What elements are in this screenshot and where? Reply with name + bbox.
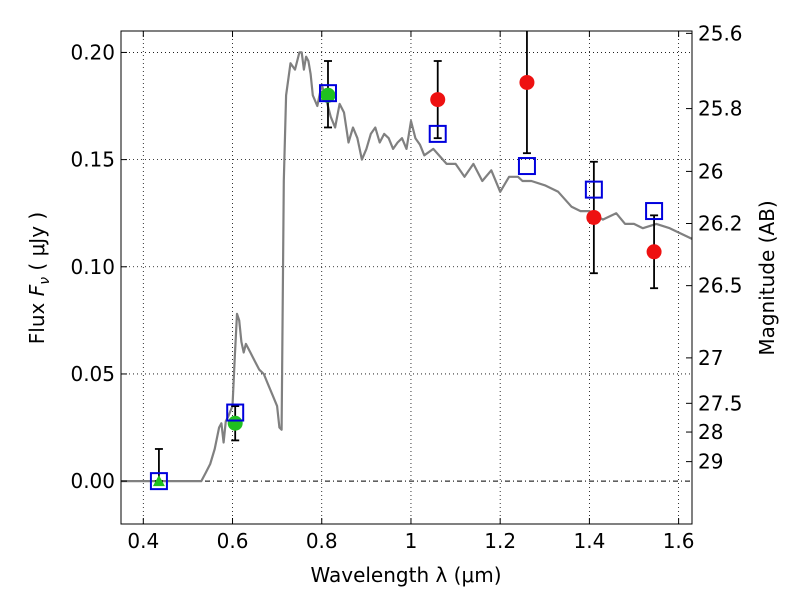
right-axis-label: Magnitude (AB): [755, 200, 779, 355]
data-point: [519, 74, 535, 90]
y-tick-label: 0.15: [70, 148, 115, 172]
y-axis-label-subscript: ν: [37, 277, 53, 285]
data-point: [320, 87, 336, 103]
y-tick-label: 0.20: [70, 40, 115, 64]
y-axis-label-unit: ( μJy ): [25, 212, 49, 277]
y-axis-label: Flux Fν ( μJy ): [25, 212, 53, 344]
data-point: [586, 209, 602, 225]
mag-tick-label: 26.5: [698, 274, 743, 298]
model-photometry-point: [226, 403, 245, 422]
y-axis-label-symbol: F: [25, 284, 49, 296]
mag-tick-label: 29: [698, 450, 723, 474]
mag-tick-label: 27.5: [698, 391, 743, 415]
mag-tick-label: 26: [698, 159, 723, 183]
y-tick-label: 0.00: [70, 469, 115, 493]
x-tick-label: 1: [405, 529, 418, 553]
model-photometry-point: [149, 472, 168, 491]
model-photometry-point: [584, 180, 603, 199]
mag-tick-label: 26.2: [698, 211, 743, 235]
x-tick-label: 1.2: [484, 529, 516, 553]
x-tick-label: 0.6: [217, 529, 249, 553]
x-tick-label: 0.8: [306, 529, 338, 553]
data-point: [227, 415, 243, 431]
x-tick-label: 1.6: [663, 529, 695, 553]
magnitude-tick-labels: 25.6 25.8 26 26.2 26.5 27 27.5 28 29: [698, 21, 743, 473]
y-tick-labels: 0.00 0.05 0.10 0.15 0.20: [70, 40, 115, 493]
data-point: [430, 92, 446, 108]
mag-tick-label: 27: [698, 346, 723, 370]
markers: [149, 31, 664, 491]
model-photometry-point: [645, 202, 664, 221]
data-point: [646, 244, 662, 260]
mag-tick-label: 25.8: [698, 97, 743, 121]
x-tick-labels: 0.4 0.6 0.8 1 1.2 1.4 1.6: [127, 529, 694, 553]
y-axis-label-prefix: Flux: [25, 296, 49, 344]
x-tick-label: 1.4: [573, 529, 605, 553]
plot-frame: [120, 30, 693, 525]
upper-limit-point: [152, 475, 165, 487]
x-axis-label: Wavelength λ (μm): [310, 563, 501, 587]
model-photometry-point: [517, 157, 536, 176]
mag-tick-label: 28: [698, 420, 723, 444]
mag-tick-label: 25.6: [698, 21, 743, 45]
model-photometry-point: [318, 84, 337, 103]
sed-model-line: [121, 51, 692, 483]
ticks: [121, 31, 692, 524]
model-photometry-point: [428, 124, 447, 143]
y-tick-label: 0.10: [70, 255, 115, 279]
plot-area: [121, 51, 692, 483]
y-tick-label: 0.05: [70, 362, 115, 386]
x-tick-label: 0.4: [127, 529, 159, 553]
